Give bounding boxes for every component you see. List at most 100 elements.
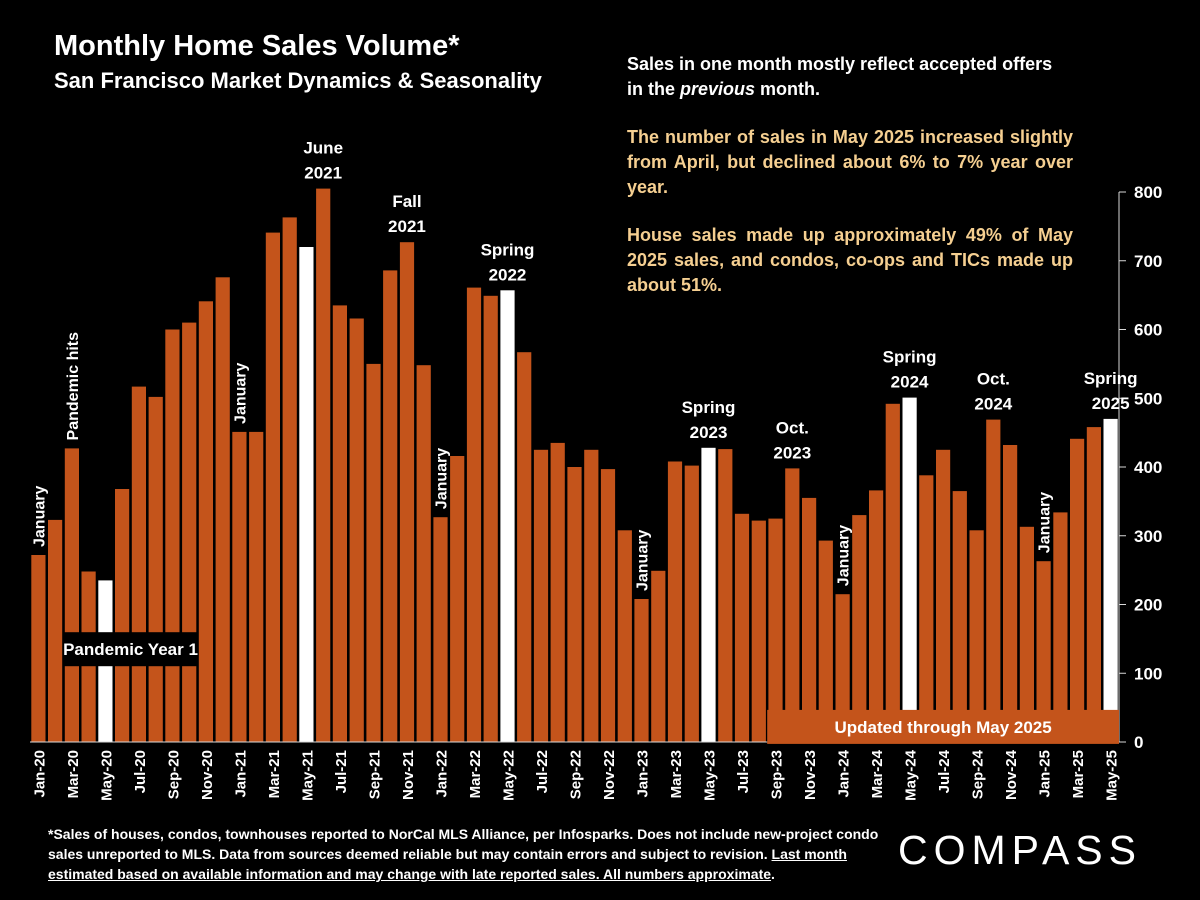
x-tick-label: Jan-21 bbox=[232, 750, 249, 798]
x-tick-label: Jul-21 bbox=[333, 750, 350, 793]
x-tick-label: Sep-22 bbox=[568, 750, 585, 799]
bar bbox=[919, 475, 934, 743]
x-tick-label: May-24 bbox=[903, 749, 920, 801]
x-tick-label: Mar-24 bbox=[869, 749, 886, 798]
bar bbox=[232, 431, 247, 742]
annotation-label: 2022 bbox=[489, 265, 527, 284]
y-tick-label: 200 bbox=[1134, 596, 1162, 615]
label-box bbox=[767, 709, 1119, 744]
note-offers-part2: month. bbox=[755, 79, 821, 99]
x-tick-label: Mar-20 bbox=[65, 750, 82, 798]
bar bbox=[785, 468, 800, 742]
highlight-bar bbox=[701, 447, 716, 743]
bar bbox=[584, 449, 599, 742]
y-tick-label: 300 bbox=[1134, 527, 1162, 546]
bar bbox=[198, 301, 213, 742]
bar bbox=[768, 518, 783, 742]
x-tick-label: Jul-24 bbox=[936, 749, 953, 793]
bar bbox=[969, 530, 984, 743]
annotation-label: January bbox=[433, 448, 450, 509]
x-tick-label: Nov-23 bbox=[802, 750, 819, 800]
bar bbox=[416, 365, 431, 742]
bar bbox=[734, 513, 750, 743]
annotation-label: 2021 bbox=[304, 164, 342, 183]
x-tick-label: Jan-25 bbox=[1037, 750, 1054, 798]
annotation-label: January bbox=[635, 530, 652, 591]
bar bbox=[366, 363, 381, 742]
x-tick-label: Jan-20 bbox=[31, 750, 48, 798]
footnote-underlined-text: Last month estimated based on available … bbox=[48, 846, 847, 882]
bar bbox=[332, 305, 347, 742]
bar bbox=[667, 461, 683, 742]
annotation-label: 2023 bbox=[690, 423, 728, 442]
note-offers: Sales in one month mostly reflect accept… bbox=[627, 52, 1073, 102]
x-tick-label: Jan-23 bbox=[635, 750, 652, 798]
bar bbox=[450, 456, 465, 742]
commentary-panel: Sales in one month mostly reflect accept… bbox=[627, 52, 1073, 321]
x-tick-label: Mar-25 bbox=[1070, 750, 1087, 798]
bar bbox=[483, 295, 498, 742]
bar bbox=[718, 449, 733, 742]
x-tick-label: May-20 bbox=[98, 750, 115, 801]
y-tick-label: 0 bbox=[1134, 733, 1143, 752]
bar bbox=[433, 517, 448, 742]
footnote: *Sales of houses, condos, townhouses rep… bbox=[48, 824, 888, 884]
x-tick-label: Mar-21 bbox=[266, 750, 283, 798]
note-property-mix: House sales made up approximately 49% of… bbox=[627, 225, 1073, 295]
bar bbox=[1036, 561, 1051, 742]
bar bbox=[684, 465, 699, 742]
x-tick-label: Sep-23 bbox=[769, 750, 786, 799]
bar bbox=[131, 386, 146, 742]
annotation-label: 2024 bbox=[974, 395, 1012, 414]
x-tick-label: Nov-24 bbox=[1003, 749, 1020, 800]
bar bbox=[517, 352, 532, 742]
x-tick-label: Jul-20 bbox=[132, 750, 149, 793]
x-tick-label: Nov-22 bbox=[601, 750, 618, 800]
annotation-label: Pandemic hits bbox=[65, 332, 82, 441]
highlight-bar bbox=[902, 397, 917, 742]
bar bbox=[986, 419, 1001, 742]
highlight-bar bbox=[299, 247, 314, 742]
bar bbox=[885, 403, 900, 743]
bar bbox=[282, 217, 297, 742]
highlight-bar bbox=[1103, 418, 1118, 742]
label-box-text: Updated through May 2025 bbox=[834, 718, 1051, 737]
bar bbox=[1003, 445, 1018, 742]
annotation-label: January bbox=[232, 362, 249, 423]
x-tick-label: Jul-22 bbox=[534, 750, 551, 793]
bar bbox=[182, 322, 197, 742]
chart-title: Monthly Home Sales Volume* bbox=[54, 30, 460, 62]
y-tick-label: 500 bbox=[1134, 389, 1162, 408]
y-tick-label: 700 bbox=[1134, 252, 1162, 271]
bar bbox=[952, 491, 967, 742]
bar bbox=[349, 318, 364, 742]
bar bbox=[802, 497, 817, 742]
bar bbox=[148, 396, 163, 742]
annotation-label: Spring bbox=[682, 398, 736, 417]
label-box bbox=[63, 632, 198, 667]
bar bbox=[1086, 427, 1101, 742]
annotation-label: Oct. bbox=[977, 370, 1010, 389]
annotation-label: Spring bbox=[481, 240, 535, 259]
compass-logo: COMPASS bbox=[898, 827, 1142, 873]
bar bbox=[399, 242, 415, 742]
x-tick-label: May-21 bbox=[299, 750, 316, 801]
x-tick-label: Mar-22 bbox=[467, 750, 484, 798]
bar bbox=[249, 431, 264, 742]
x-tick-label: Jul-23 bbox=[735, 750, 752, 793]
bar bbox=[1070, 438, 1085, 742]
annotation-label: 2021 bbox=[388, 217, 426, 236]
bar bbox=[651, 570, 666, 742]
footnote-text: *Sales of houses, condos, townhouses rep… bbox=[48, 826, 879, 862]
annotation-label: Oct. bbox=[776, 418, 809, 437]
y-tick-label: 400 bbox=[1134, 458, 1162, 477]
annotation-label: June bbox=[303, 139, 343, 158]
bar bbox=[466, 287, 482, 742]
bar bbox=[265, 232, 280, 742]
x-tick-label: Nov-21 bbox=[400, 750, 417, 800]
highlight-bar bbox=[500, 290, 515, 742]
footnote-end: . bbox=[771, 866, 775, 882]
bar bbox=[567, 467, 582, 742]
bar bbox=[852, 515, 867, 742]
note-may-2025-sales: The number of sales in May 2025 increase… bbox=[627, 127, 1073, 197]
